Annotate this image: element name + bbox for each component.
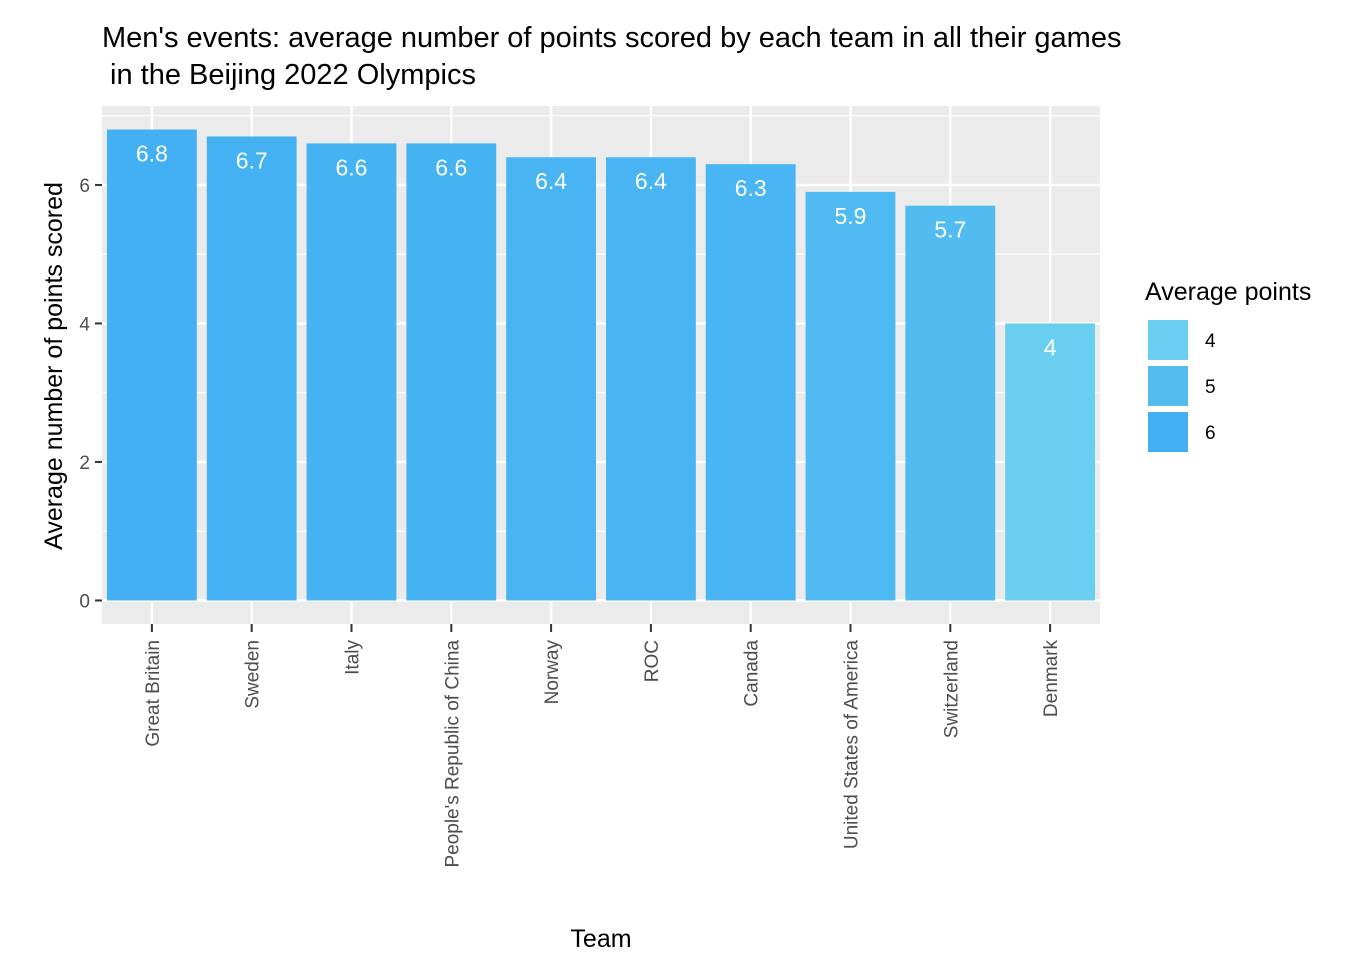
x-axis-title: Team (570, 925, 631, 953)
bar-value-label: 6.3 (735, 175, 767, 201)
chart-title: Men's events: average number of points s… (102, 22, 1121, 54)
x-tick-label: Sweden (243, 640, 264, 709)
bar (406, 143, 497, 601)
legend-title: Average points (1145, 278, 1311, 306)
legend: Average points 4 5 6 (1145, 278, 1311, 454)
x-tick-label: ROC (642, 640, 663, 682)
x-tick-label: Italy (343, 640, 364, 675)
x-tick-label: Canada (742, 640, 763, 707)
bar (306, 143, 397, 601)
legend-label: 4 (1205, 331, 1216, 352)
bar (206, 136, 297, 601)
bar (805, 191, 896, 601)
bar-value-label: 5.7 (934, 217, 966, 243)
x-axis: Great Britain Sweden Italy People's Republi… (143, 624, 1062, 868)
legend-key (1146, 318, 1190, 362)
bar-value-label: 5.9 (835, 203, 867, 229)
y-tick-label: 4 (79, 314, 90, 335)
x-tick-label: United States of America (842, 640, 863, 850)
bar-value-label: 4 (1044, 334, 1057, 360)
y-tick-label: 6 (79, 176, 90, 197)
y-tick-label: 2 (79, 453, 90, 474)
bar (705, 164, 796, 601)
x-tick-label: Great Britain (143, 640, 164, 747)
legend-key (1146, 364, 1190, 408)
legend-label: 5 (1205, 377, 1216, 398)
y-axis: 0 2 4 6 (79, 176, 102, 612)
legend-key (1146, 410, 1190, 454)
bar (605, 157, 696, 601)
bar-value-label: 6.7 (236, 147, 268, 173)
bar-labels: 6.8 6.7 6.6 6.6 6.4 6.4 6.3 5.9 5.7 4 (136, 141, 1057, 361)
bar-value-label: 6.6 (435, 154, 467, 180)
y-tick-label: 0 (79, 591, 90, 612)
bar-value-label: 6.4 (535, 168, 567, 194)
bars (106, 129, 1096, 601)
bar-value-label: 6.6 (336, 154, 368, 180)
bar (905, 205, 996, 601)
bar (106, 129, 197, 601)
x-tick-label: Switzerland (941, 640, 962, 738)
x-tick-label: People's Republic of China (442, 640, 463, 868)
bar (1005, 323, 1096, 601)
y-axis-title: Average number of points scored (40, 182, 68, 550)
bar-value-label: 6.4 (635, 168, 667, 194)
chart-subtitle: in the Beijing 2022 Olympics (102, 59, 476, 91)
x-tick-label: Norway (542, 640, 563, 705)
legend-keys: 4 5 6 (1146, 318, 1216, 454)
legend-label: 6 (1205, 423, 1216, 444)
x-tick-label: Denmark (1041, 640, 1062, 718)
bar-value-label: 6.8 (136, 141, 168, 167)
bar (506, 157, 597, 601)
